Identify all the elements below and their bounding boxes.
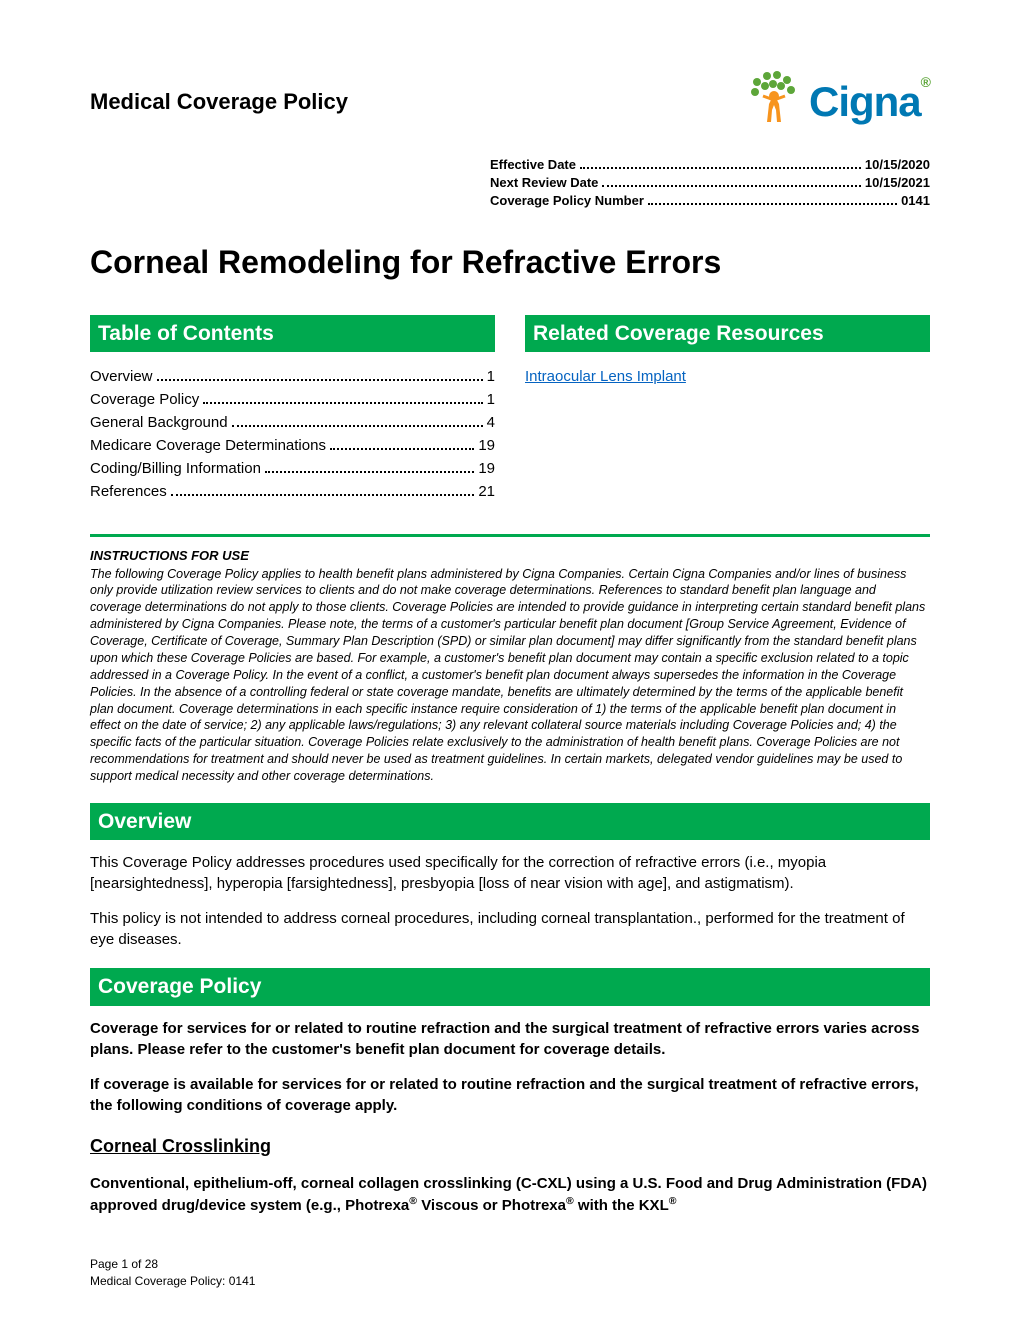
dots — [265, 471, 474, 473]
instructions-text: The following Coverage Policy applies to… — [90, 566, 930, 785]
toc-item[interactable]: Coverage Policy 1 — [90, 389, 495, 410]
related-link[interactable]: Intraocular Lens Implant — [525, 368, 686, 385]
toc-column: Table of Contents Overview1Coverage Poli… — [90, 315, 495, 504]
toc-page: 4 — [487, 412, 495, 433]
toc-label: References — [90, 481, 167, 502]
dots — [157, 379, 483, 381]
overview-p1: This Coverage Policy addresses procedure… — [90, 852, 930, 894]
toc-page: 1 — [487, 366, 495, 387]
crosslinking-subheading: Corneal Crosslinking — [90, 1134, 930, 1159]
cigna-logo: Cigna® — [747, 70, 930, 136]
crosslinking-p1: Conventional, epithelium-off, corneal co… — [90, 1173, 930, 1216]
dots — [580, 167, 861, 169]
toc-item[interactable]: Coding/Billing Information 19 — [90, 458, 495, 479]
overview-p2: This policy is not intended to address c… — [90, 908, 930, 950]
toc-label: Overview — [90, 366, 153, 387]
meta-row: Effective Date 10/15/2020 — [490, 156, 930, 174]
coverage-p1: Coverage for services for or related to … — [90, 1018, 930, 1060]
document-title: Corneal Remodeling for Refractive Errors — [90, 240, 930, 285]
footer-page: Page 1 of 28 — [90, 1256, 930, 1273]
toc-item[interactable]: Medicare Coverage Determinations 19 — [90, 435, 495, 456]
meta-row: Coverage Policy Number 0141 — [490, 192, 930, 210]
overview-heading: Overview — [90, 803, 930, 840]
dots — [171, 494, 475, 496]
meta-value: 10/15/2021 — [865, 174, 930, 192]
meta-value: 0141 — [901, 192, 930, 210]
instructions-title: INSTRUCTIONS FOR USE — [90, 547, 930, 565]
coverage-heading: Coverage Policy — [90, 968, 930, 1005]
dots — [232, 425, 483, 427]
toc-label: General Background — [90, 412, 228, 433]
toc-page: 21 — [478, 481, 495, 502]
dots — [648, 203, 897, 205]
coverage-p2: If coverage is available for services fo… — [90, 1074, 930, 1116]
toc-item[interactable]: Overview 1 — [90, 366, 495, 387]
meta-block: Effective Date 10/15/2020 Next Review Da… — [490, 156, 930, 211]
meta-row: Next Review Date 10/15/2021 — [490, 174, 930, 192]
meta-value: 10/15/2020 — [865, 156, 930, 174]
toc-heading: Table of Contents — [90, 315, 495, 352]
page-footer: Page 1 of 28 Medical Coverage Policy: 01… — [90, 1256, 930, 1290]
meta-label: Next Review Date — [490, 174, 598, 192]
policy-type-heading: Medical Coverage Policy — [90, 87, 348, 118]
toc-page: 19 — [478, 435, 495, 456]
related-column: Related Coverage Resources Intraocular L… — [525, 315, 930, 504]
toc-label: Coverage Policy — [90, 389, 199, 410]
toc-label: Coding/Billing Information — [90, 458, 261, 479]
meta-label: Effective Date — [490, 156, 576, 174]
meta-label: Coverage Policy Number — [490, 192, 644, 210]
footer-ref: Medical Coverage Policy: 0141 — [90, 1273, 930, 1290]
divider-rule — [90, 534, 930, 537]
toc-page: 1 — [487, 389, 495, 410]
dots — [602, 185, 861, 187]
toc-label: Medicare Coverage Determinations — [90, 435, 326, 456]
toc-page: 19 — [478, 458, 495, 479]
dots — [203, 402, 482, 404]
toc-item[interactable]: General Background 4 — [90, 412, 495, 433]
logo-wordmark: Cigna® — [809, 73, 930, 132]
dots — [330, 448, 474, 450]
related-heading: Related Coverage Resources — [525, 315, 930, 352]
toc-item[interactable]: References 21 — [90, 481, 495, 502]
tree-icon — [747, 70, 801, 136]
